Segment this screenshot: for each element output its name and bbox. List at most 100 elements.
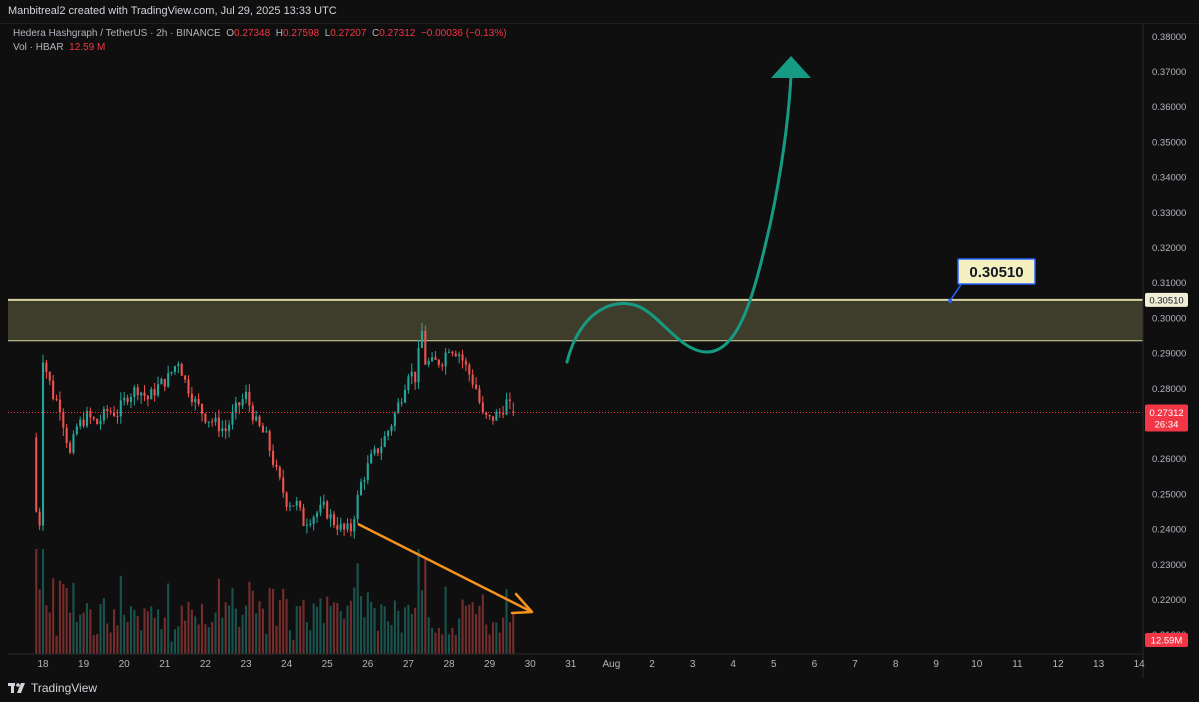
candle[interactable] [217, 417, 220, 432]
candle[interactable] [38, 511, 41, 526]
candle[interactable] [471, 374, 474, 385]
candle[interactable] [370, 453, 373, 464]
candle[interactable] [221, 428, 224, 432]
candle[interactable] [116, 416, 119, 418]
candle[interactable] [295, 501, 298, 506]
candle[interactable] [475, 384, 478, 389]
candle[interactable] [79, 419, 82, 427]
candle[interactable] [343, 523, 346, 530]
candle[interactable] [349, 523, 352, 532]
candle[interactable] [400, 402, 403, 404]
candle[interactable] [390, 426, 393, 432]
candle[interactable] [329, 514, 332, 519]
candle[interactable] [41, 362, 45, 526]
candle[interactable] [65, 427, 68, 444]
candle[interactable] [224, 428, 227, 432]
candle[interactable] [177, 363, 180, 367]
candle[interactable] [278, 467, 281, 478]
candle[interactable] [126, 397, 129, 403]
candle[interactable] [272, 450, 275, 465]
candle[interactable] [180, 363, 183, 376]
candle[interactable] [495, 412, 498, 421]
candle[interactable] [268, 431, 271, 451]
candle[interactable] [72, 434, 75, 453]
candle[interactable] [410, 371, 413, 377]
candle[interactable] [238, 402, 241, 406]
candle[interactable] [373, 448, 376, 454]
candle[interactable] [123, 397, 126, 401]
candle[interactable] [326, 501, 329, 519]
candle[interactable] [393, 413, 396, 427]
callout-box[interactable] [957, 258, 1036, 285]
candle[interactable] [258, 416, 261, 426]
candle[interactable] [255, 416, 258, 421]
candle[interactable] [45, 362, 48, 372]
candle[interactable] [102, 408, 105, 421]
candle[interactable] [380, 446, 383, 453]
candle[interactable] [214, 417, 217, 422]
candle[interactable] [99, 420, 102, 425]
candle[interactable] [85, 411, 89, 426]
candle[interactable] [160, 378, 163, 385]
candle[interactable] [502, 412, 505, 415]
candle[interactable] [211, 421, 214, 423]
candle[interactable] [82, 419, 85, 426]
candle[interactable] [275, 464, 278, 468]
candle[interactable] [133, 387, 136, 397]
candle[interactable] [302, 507, 305, 526]
candle[interactable] [359, 481, 363, 496]
candle[interactable] [197, 398, 200, 404]
candle[interactable] [407, 376, 410, 390]
legend-volume-label[interactable]: Vol · HBAR [13, 42, 64, 53]
candle[interactable] [153, 389, 156, 396]
candle[interactable] [353, 519, 356, 532]
candle[interactable] [200, 403, 204, 414]
candle[interactable] [231, 412, 234, 425]
candle[interactable] [143, 392, 146, 396]
candle[interactable] [282, 477, 285, 493]
candle[interactable] [356, 495, 359, 520]
candle[interactable] [113, 412, 116, 417]
candle[interactable] [234, 402, 237, 413]
candle[interactable] [92, 417, 95, 419]
candle[interactable] [75, 426, 78, 435]
candle[interactable] [96, 418, 99, 425]
candle[interactable] [187, 379, 190, 394]
candle[interactable] [288, 505, 292, 507]
candle[interactable] [48, 371, 51, 381]
legend-symbol[interactable]: Hedera Hashgraph / TetherUS · 2h · BINAN… [13, 28, 221, 39]
candle[interactable] [261, 425, 264, 433]
candle[interactable] [167, 373, 170, 387]
candle[interactable] [498, 412, 501, 414]
candle[interactable] [437, 359, 440, 365]
candle[interactable] [190, 393, 193, 403]
candle[interactable] [89, 411, 92, 418]
candle[interactable] [376, 448, 379, 453]
resistance-zone[interactable] [8, 299, 1143, 341]
candle[interactable] [265, 431, 268, 433]
candle[interactable] [292, 505, 295, 507]
candle[interactable] [316, 512, 319, 518]
candle[interactable] [491, 416, 495, 421]
candle[interactable] [339, 523, 342, 530]
candle[interactable] [35, 437, 38, 512]
price-scale[interactable] [1143, 24, 1199, 678]
candle[interactable] [244, 391, 248, 400]
candle[interactable] [69, 443, 72, 453]
candle[interactable] [363, 480, 366, 482]
candle[interactable] [447, 351, 451, 353]
candle[interactable] [508, 399, 511, 401]
candle[interactable] [434, 357, 437, 360]
candle[interactable] [248, 391, 251, 406]
candle[interactable] [488, 414, 491, 417]
candle[interactable] [309, 523, 312, 525]
candle[interactable] [312, 517, 315, 524]
candle[interactable] [346, 523, 349, 530]
candle[interactable] [251, 405, 254, 421]
candle[interactable] [397, 402, 400, 414]
candle[interactable] [204, 413, 207, 423]
candle[interactable] [512, 411, 515, 413]
candle[interactable] [420, 330, 423, 348]
candle[interactable] [170, 371, 173, 374]
candle[interactable] [207, 421, 210, 423]
